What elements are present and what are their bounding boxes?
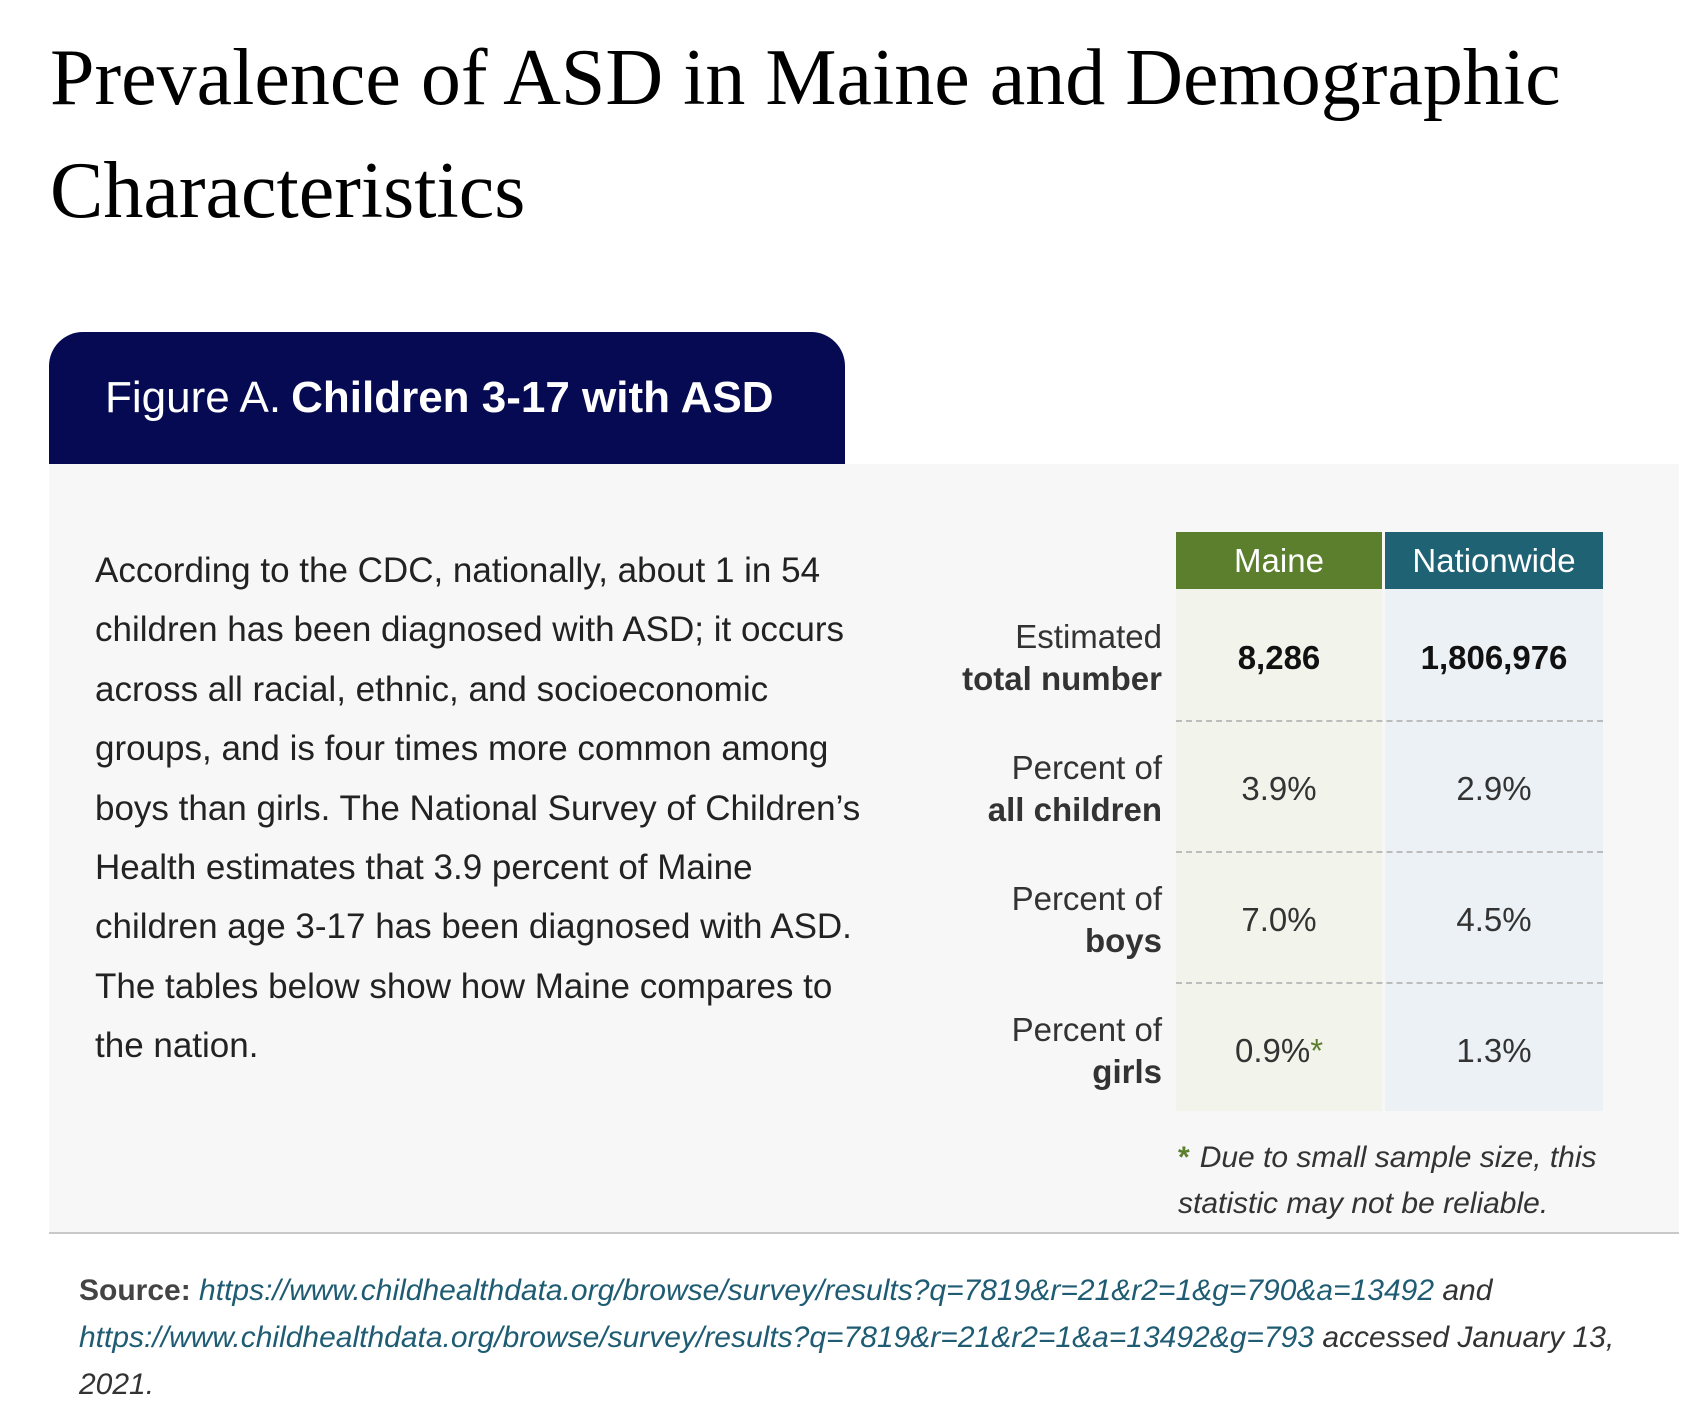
source-link-1[interactable]: https://www.childhealthdata.org/browse/s… [199,1274,1435,1307]
row-divider [1176,982,1603,984]
footnote-marker: * [1178,1141,1190,1174]
reliability-marker: * [1310,1032,1324,1069]
cell-maine-all-children: 3.9% [1241,770,1317,807]
table-footnote: * Due to small sample size, this statisti… [1178,1135,1628,1227]
cell-nationwide-all-children: 2.9% [1456,770,1532,807]
row-label-line2: girls [1092,1053,1162,1090]
source-citation: Source: https://www.childhealthdata.org/… [79,1267,1659,1408]
figure-title-tab: Figure A. Children 3-17 with ASD [49,332,845,464]
figure-title: Children 3-17 with ASD [291,373,774,422]
source-accessed: accessed January 13, 2021. [79,1321,1615,1401]
row-label-line2: all children [987,791,1162,828]
row-label-line2: boys [1084,922,1162,959]
source-link-2[interactable]: https://www.childhealthdata.org/browse/s… [79,1321,1314,1354]
maine-column-background [1176,589,1382,1111]
row-label-boys: Percent of boys [922,878,1162,962]
figure-label: Figure A. [105,373,282,422]
cell-nationwide-boys: 4.5% [1456,901,1532,938]
cell-nationwide-girls: 1.3% [1456,1032,1532,1069]
row-label-line1: Percent of [1011,880,1162,917]
cell-maine-girls: 0.9% * [1176,1026,1382,1076]
row-label-line1: Percent of [1011,749,1162,786]
row-divider [1176,851,1603,853]
intro-paragraph: According to the CDC, nationally, about … [95,551,861,1066]
row-label-line1: Estimated [1015,618,1162,655]
row-label-girls: Percent of girls [922,1009,1162,1093]
source-label: Source: [79,1274,191,1307]
column-header-maine: Maine [1176,532,1382,589]
page-title: Prevalence of ASD in Maine and Demograph… [50,34,1561,235]
cell-maine-total: 8,286 [1237,639,1321,676]
source-and: and [1442,1274,1493,1307]
cell-value: 0.9% [1234,1032,1311,1069]
row-label-line2: total number [962,660,1162,697]
nationwide-column-background [1385,589,1603,1111]
cell-maine-boys: 7.0% [1241,901,1317,938]
row-label-line1: Percent of [1011,1011,1162,1048]
row-label-all-children: Percent of all children [922,747,1162,831]
column-header-nationwide: Nationwide [1385,532,1603,589]
row-label-total: Estimated total number [922,616,1162,700]
footnote-text: Due to small sample size, this statistic… [1178,1141,1597,1220]
row-divider [1176,720,1603,722]
cell-nationwide-total: 1,806,976 [1420,639,1568,676]
